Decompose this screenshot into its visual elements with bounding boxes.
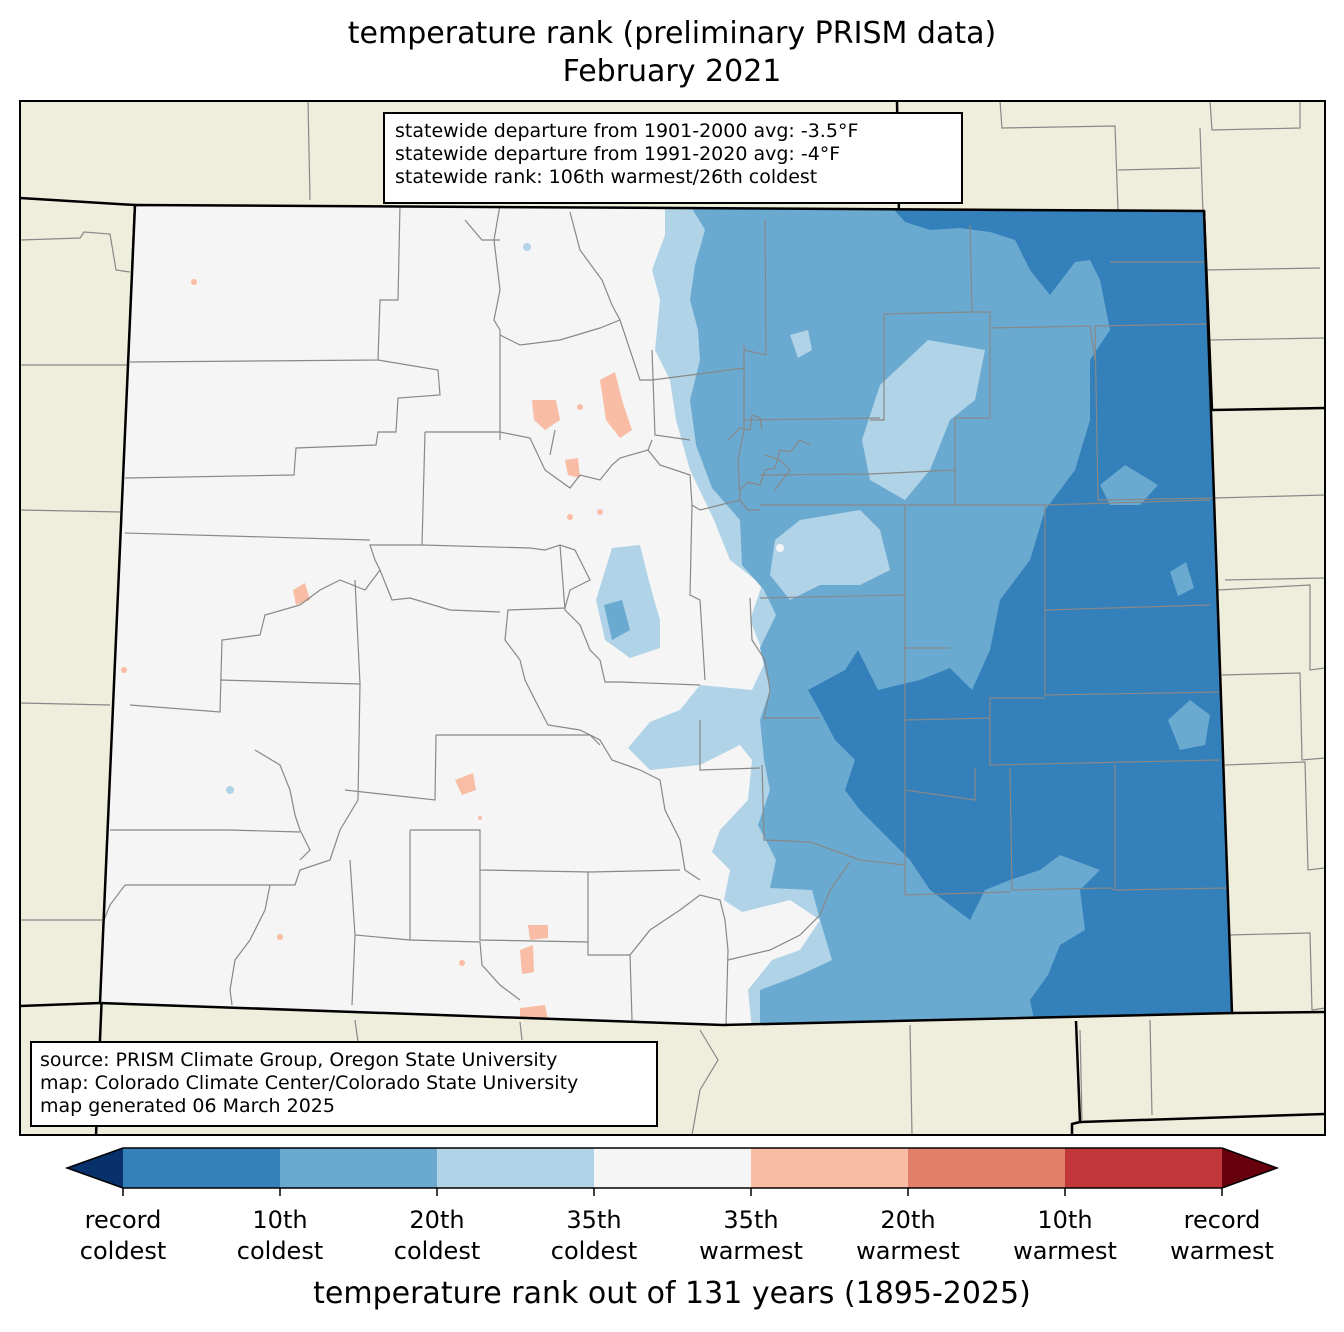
colorbar-label: temperature rank out of 131 years (1895-… (313, 1276, 1031, 1311)
rank-region-medium-blue-island (1170, 562, 1194, 596)
source-credits-box: source: PRISM Climate Group, Oregon Stat… (30, 1041, 658, 1127)
rank-region-light-blue-island (862, 340, 985, 500)
rank-region-light-blue-island (790, 330, 812, 358)
colorado-state-border (98, 203, 1234, 1027)
rank-region-warm-spots (121, 279, 632, 1020)
rank-region-medium-blue-island (1168, 700, 1210, 750)
map-title: temperature rank (preliminary PRISM data… (347, 16, 997, 51)
source-credit: source: PRISM Climate Group, Oregon Stat… (40, 1049, 558, 1071)
map-subtitle-month: February 2021 (562, 54, 782, 89)
colorbar-tick-label: record warmest (1170, 1206, 1274, 1265)
neighbor-county-lines (20, 101, 1325, 1135)
rank-region-dark-blue (808, 205, 1232, 1025)
statewide-rank: statewide rank: 106th warmest/26th colde… (395, 166, 818, 188)
colorbar-tick-label: 20th coldest (393, 1206, 481, 1265)
colorbar-tick-label: 20th warmest (856, 1206, 960, 1265)
statewide-stats-box: statewide departure from 1901-2000 avg: … (383, 112, 963, 204)
colorbar-tick-label: 35th coldest (550, 1206, 638, 1265)
rank-shading (121, 205, 1232, 1025)
colorado-county-lines (100, 205, 1231, 1025)
departure-1991-2020: statewide departure from 1991-2020 avg: … (395, 143, 841, 165)
departure-1901-2000: statewide departure from 1901-2000 avg: … (395, 120, 859, 142)
metro-county-lines (727, 414, 811, 491)
map-frame (19, 100, 1326, 1136)
colorbar-tick-label: 10th warmest (1013, 1206, 1117, 1265)
rank-region-medium-blue-island (1100, 465, 1158, 505)
map-credit: map: Colorado Climate Center/Colorado St… (40, 1072, 579, 1094)
colorbar-tick-label: 35th warmest (699, 1206, 803, 1265)
rank-region-light-blue-island (770, 510, 890, 600)
generation-date: map generated 06 March 2025 (40, 1095, 335, 1117)
rank-region-medium-blue-island (604, 600, 630, 640)
colorbar-tick-label: record coldest (79, 1206, 167, 1265)
rank-region-small-blue-spots (226, 243, 784, 794)
colorbar-tick-label: 10th coldest (236, 1206, 324, 1265)
